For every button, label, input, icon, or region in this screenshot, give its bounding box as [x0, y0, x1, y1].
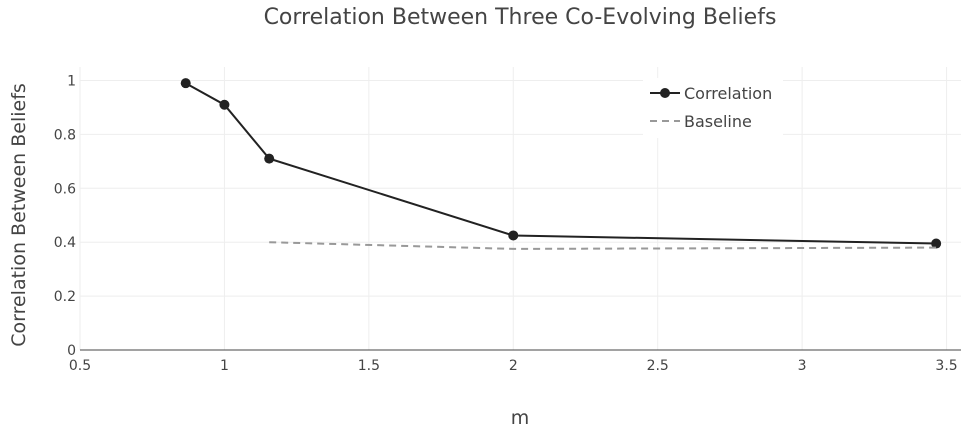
- y-axis-title: Correlation Between Beliefs: [8, 83, 30, 347]
- x-tick-label: 1: [220, 358, 229, 374]
- y-tick-label: 0.4: [54, 235, 76, 251]
- y-tick-label: 1: [67, 73, 76, 89]
- legend-background: [643, 78, 783, 138]
- data-point-correlation: [931, 238, 942, 249]
- y-tick-label: 0: [67, 343, 76, 359]
- grid: [79, 67, 961, 350]
- y-tick-label: 0.6: [54, 181, 76, 197]
- data-point-correlation: [508, 230, 519, 241]
- x-axis-title: m: [511, 407, 530, 427]
- legend-label-baseline: Baseline: [684, 112, 752, 131]
- y-tick-label: 0.2: [54, 289, 76, 305]
- tick-labels: 0.5 1 1.5 2 2.5 3 3.5 0 0.2 0.4 0.6 0.8 1: [54, 73, 958, 374]
- legend: Correlation Baseline: [643, 78, 783, 138]
- x-tick-label: 0.5: [69, 358, 91, 374]
- legend-marker: [660, 88, 670, 98]
- data-point-correlation: [219, 99, 230, 110]
- x-tick-label: 3.5: [935, 358, 957, 374]
- y-tick-label: 0.8: [54, 127, 76, 143]
- legend-label-correlation: Correlation: [684, 84, 772, 103]
- x-tick-label: 1.5: [358, 358, 380, 374]
- series-line-correlation: [185, 82, 937, 245]
- data-point-correlation: [264, 153, 275, 164]
- x-tick-label: 2: [509, 358, 518, 374]
- data-point-correlation: [180, 78, 191, 89]
- series: [180, 78, 942, 250]
- series-line-baseline: [269, 241, 937, 250]
- chart-title: Correlation Between Three Co-Evolving Be…: [264, 5, 777, 30]
- x-tick-label: 2.5: [647, 358, 669, 374]
- x-tick-label: 3: [798, 358, 807, 374]
